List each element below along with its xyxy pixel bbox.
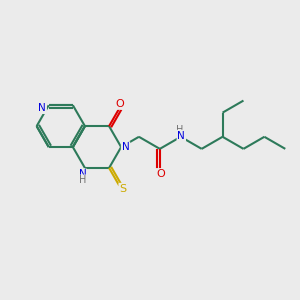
Text: N: N — [122, 142, 129, 152]
Text: S: S — [119, 184, 126, 194]
Text: H: H — [176, 125, 183, 135]
Text: O: O — [156, 169, 165, 179]
Text: O: O — [115, 99, 124, 109]
Text: N: N — [178, 130, 185, 141]
Text: H: H — [79, 175, 86, 185]
Text: N: N — [38, 103, 46, 113]
Text: N: N — [79, 169, 86, 179]
